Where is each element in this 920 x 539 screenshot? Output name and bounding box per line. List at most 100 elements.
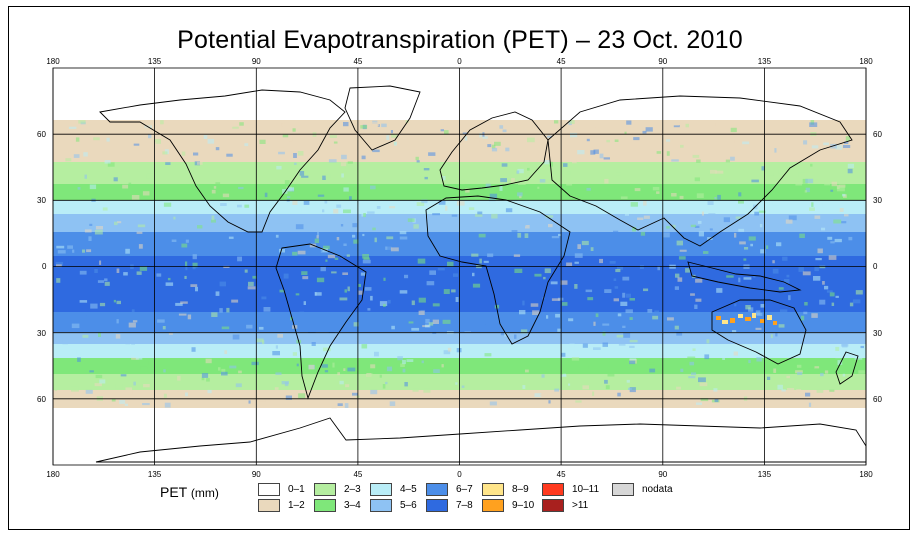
speckle xyxy=(816,389,824,393)
speckle xyxy=(788,215,797,221)
speckle xyxy=(207,389,212,394)
speckle xyxy=(185,266,188,271)
speckle xyxy=(222,193,230,198)
speckle xyxy=(760,304,765,308)
speckle xyxy=(411,327,420,331)
speckle xyxy=(717,194,721,200)
speckle xyxy=(275,372,282,375)
speckle xyxy=(343,122,349,127)
lon-tick-bottom-5: 45 xyxy=(557,470,566,479)
speckle xyxy=(841,221,847,224)
speckle xyxy=(424,176,428,180)
lon-tick-bottom-3: 45 xyxy=(353,470,362,479)
speckle xyxy=(428,152,436,156)
speckle xyxy=(374,140,381,143)
speckle xyxy=(698,377,706,383)
legend-label-12: nodata xyxy=(642,484,673,495)
speckle xyxy=(712,122,716,127)
legend-label-1: 1–2 xyxy=(288,500,305,511)
speckle xyxy=(114,221,118,226)
speckle xyxy=(505,147,510,152)
speckle xyxy=(215,291,220,296)
speckle xyxy=(316,277,325,283)
speckle xyxy=(301,208,307,212)
speckle xyxy=(189,237,196,240)
speckle xyxy=(366,237,372,242)
speckle xyxy=(831,181,837,187)
legend-swatch-3 xyxy=(314,499,336,512)
speckle xyxy=(499,185,503,191)
speckle xyxy=(341,173,344,178)
speckle xyxy=(844,141,849,144)
speckle xyxy=(90,303,98,309)
legend-label-6: 6–7 xyxy=(456,484,473,495)
speckle xyxy=(847,195,850,200)
lon-tick-top-7: 135 xyxy=(758,57,772,66)
speckle xyxy=(842,193,846,197)
speckle xyxy=(406,359,414,362)
speckle xyxy=(370,364,376,369)
speckle xyxy=(726,275,734,278)
speckle xyxy=(412,201,416,205)
speckle xyxy=(207,138,215,144)
speckle xyxy=(416,160,420,163)
speckle xyxy=(165,282,174,286)
speckle xyxy=(758,210,766,213)
speckle xyxy=(499,125,504,129)
speckle xyxy=(616,334,624,338)
speckle xyxy=(113,299,116,303)
speckle xyxy=(745,305,751,310)
speckle xyxy=(527,167,530,171)
speckle xyxy=(652,186,660,191)
speckle xyxy=(512,227,517,232)
speckle xyxy=(379,374,382,378)
speckle xyxy=(215,182,221,185)
speckle xyxy=(699,382,708,387)
speckle xyxy=(251,361,259,366)
speckle xyxy=(163,393,167,398)
lon-tick-top-3: 45 xyxy=(353,57,362,66)
speckle xyxy=(287,187,294,191)
speckle xyxy=(557,297,564,301)
speckle xyxy=(480,319,483,322)
speckle xyxy=(842,313,848,319)
speckle xyxy=(164,402,171,408)
speckle xyxy=(111,399,116,402)
speckle xyxy=(228,236,234,239)
speckle xyxy=(56,264,62,268)
speckle xyxy=(624,211,629,216)
speckle xyxy=(264,192,268,198)
speckle xyxy=(113,177,118,182)
speckle xyxy=(544,160,550,165)
speckle xyxy=(197,225,203,229)
speckle xyxy=(195,286,198,292)
speckle xyxy=(803,319,809,322)
speckle xyxy=(767,376,771,380)
speckle xyxy=(232,126,239,129)
speckle xyxy=(443,350,451,355)
speckle xyxy=(484,353,492,357)
speckle xyxy=(367,308,371,311)
speckle xyxy=(455,297,459,302)
legend-swatch-5 xyxy=(370,499,392,512)
speckle xyxy=(732,330,737,333)
speckle xyxy=(94,383,102,387)
speckle xyxy=(491,147,498,152)
speckle xyxy=(247,286,256,290)
speckle xyxy=(613,230,619,234)
speckle xyxy=(131,309,135,313)
speckle xyxy=(201,373,209,378)
speckle xyxy=(391,325,395,330)
coast-south-america xyxy=(275,243,367,400)
speckle xyxy=(374,237,377,243)
speckle xyxy=(347,367,356,372)
lon-tick-top-5: 45 xyxy=(557,57,566,66)
speckle xyxy=(772,260,775,264)
speckle xyxy=(104,281,110,286)
speckle xyxy=(131,357,139,360)
speckle xyxy=(835,355,841,359)
speckle xyxy=(97,280,105,283)
legend-label-7: 7–8 xyxy=(456,500,473,511)
lon-tick-top-8: 180 xyxy=(859,57,873,66)
speckle xyxy=(602,323,610,326)
